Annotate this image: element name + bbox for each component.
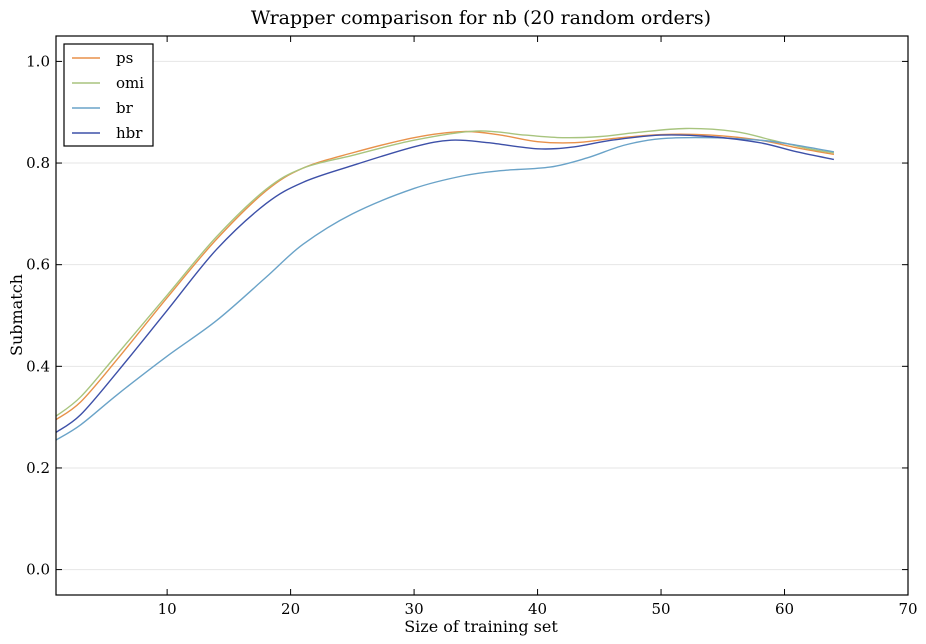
y-tick-label: 0.8 bbox=[26, 154, 50, 172]
y-tick-label: 1.0 bbox=[26, 52, 50, 70]
x-tick-label: 30 bbox=[405, 600, 424, 618]
y-tick-labels: 0.0 0.2 0.4 0.6 0.8 1.0 bbox=[26, 52, 50, 578]
series-line-ps bbox=[55, 130, 835, 421]
legend: ps omi br hbr bbox=[63, 43, 154, 147]
x-tick-label: 70 bbox=[898, 600, 917, 618]
legend-label-ps: ps bbox=[116, 49, 133, 67]
x-axis-label: Size of training set bbox=[404, 617, 558, 636]
legend-label-hbr: hbr bbox=[116, 124, 143, 142]
y-tick-label: 0.6 bbox=[26, 256, 50, 274]
series-line-hbr bbox=[55, 134, 835, 433]
series-lines bbox=[55, 127, 835, 441]
legend-label-br: br bbox=[116, 99, 134, 117]
x-tick-label: 20 bbox=[281, 600, 300, 618]
gridlines bbox=[56, 60, 908, 571]
y-tick-label: 0.4 bbox=[26, 357, 50, 375]
chart-title: Wrapper comparison for nb (20 random ord… bbox=[251, 7, 711, 29]
legend-box bbox=[63, 43, 154, 147]
x-tick-label: 40 bbox=[528, 600, 547, 618]
x-tick-labels: 10 20 30 40 50 60 70 bbox=[158, 600, 918, 618]
x-tick-label: 50 bbox=[651, 600, 670, 618]
series-line-br bbox=[55, 136, 835, 441]
y-tick-label: 0.0 bbox=[26, 561, 50, 579]
plot-frame bbox=[55, 35, 909, 596]
x-tick-label: 60 bbox=[775, 600, 794, 618]
series-line-omi bbox=[55, 127, 835, 417]
x-tick-label: 10 bbox=[158, 600, 177, 618]
axis-ticks bbox=[56, 36, 909, 595]
y-axis-label: Submatch bbox=[7, 274, 26, 356]
y-tick-label: 0.2 bbox=[26, 459, 50, 477]
legend-label-omi: omi bbox=[116, 74, 144, 92]
